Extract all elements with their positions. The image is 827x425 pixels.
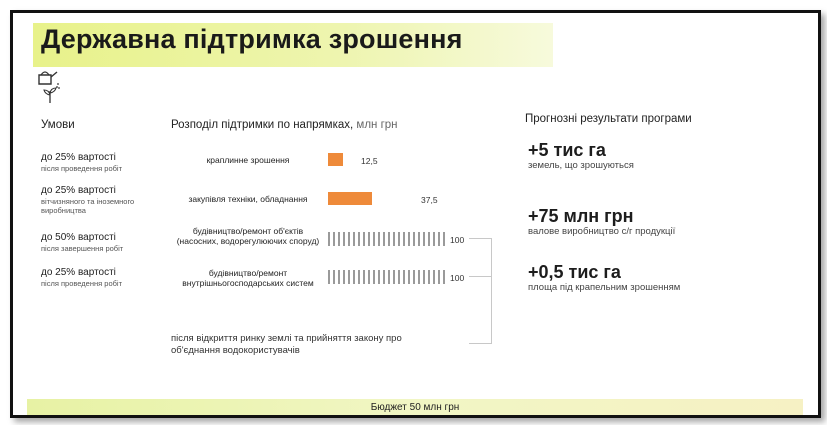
note-text: після відкриття ринку землі та прийняття… [171, 333, 402, 356]
result-caption: земель, що зрошуються [528, 160, 634, 171]
bar-systems [328, 270, 446, 284]
bar-value-systems: 100 [450, 273, 465, 283]
bar-value-drip: 12,5 [361, 156, 378, 166]
bracket-line [469, 276, 492, 277]
result-caption: площа під крапельним зрошенням [528, 282, 681, 293]
result-value: +0,5 тис га [528, 262, 621, 282]
result-value: +75 млн грн [528, 206, 634, 226]
bar-label-systems: будівництво/ремонт внутрішньогосподарськ… [182, 268, 314, 288]
bar-equipment [328, 192, 373, 205]
result-value: +5 тис га [528, 140, 606, 160]
bar-structures [328, 232, 446, 246]
bracket-line [469, 238, 492, 344]
condition-item: до 25% вартості після проведення робіт [41, 152, 123, 173]
bar-value-equipment: 37,5 [421, 195, 438, 205]
bar-value-structures: 100 [450, 235, 465, 245]
condition-item: до 50% вартості після завершення робіт [41, 232, 124, 253]
title-highlight [33, 23, 553, 67]
conditions-header: Умови [41, 119, 75, 131]
slide-frame: Державна підтримка зрошення Умови до 25%… [10, 10, 821, 418]
bar-label-equipment: закупівля техніки, обладнання [188, 194, 308, 204]
watering-can-plant-icon [38, 71, 60, 103]
bar-drip [328, 153, 343, 166]
condition-item: до 25% вартості вітчизняного та іноземно… [41, 185, 135, 215]
condition-item: до 25% вартості після проведення робіт [41, 267, 123, 288]
distribution-header: Розподіл підтримки по напрямках, млн грн [171, 119, 398, 131]
page-title: Державна підтримка зрошення [41, 24, 463, 54]
bar-label-structures: будівництво/ремонт об'єктів (насосних, в… [176, 226, 320, 246]
results-header: Прогнозні результати програми [525, 113, 692, 125]
bar-label-drip: краплинне зрошення [206, 155, 290, 165]
result-caption: валове виробництво с/г продукції [528, 226, 676, 237]
budget-banner: Бюджет 50 млн грн [27, 399, 803, 415]
